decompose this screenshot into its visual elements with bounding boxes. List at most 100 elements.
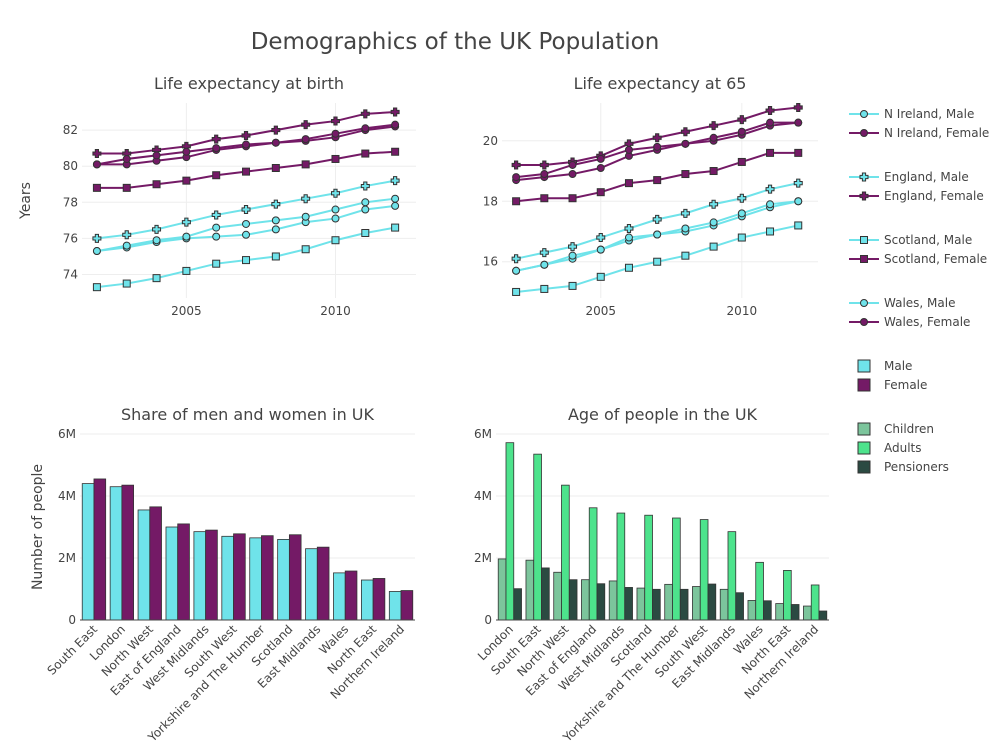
y-tick-label: 6M bbox=[58, 427, 76, 441]
chart-share-men-women: Share of men and women in UK 0 2M 4M 6M Numbe… bbox=[30, 405, 415, 745]
data-point bbox=[182, 266, 191, 275]
data-point bbox=[737, 127, 746, 136]
legend-marker bbox=[859, 191, 869, 201]
legend-bar-swatch bbox=[857, 441, 871, 455]
legend-label: England, Female bbox=[884, 189, 984, 203]
bar-male bbox=[305, 548, 318, 621]
data-point bbox=[794, 197, 803, 206]
data-point bbox=[271, 252, 280, 261]
legend-bar-swatch bbox=[857, 460, 871, 474]
bar-children bbox=[803, 605, 812, 621]
data-point bbox=[271, 216, 280, 225]
data-point bbox=[540, 194, 549, 203]
data-point bbox=[301, 245, 310, 254]
data-point bbox=[391, 120, 400, 129]
y-tick-label: 4M bbox=[474, 489, 492, 503]
bar-pensioners bbox=[790, 604, 800, 621]
bar-children bbox=[719, 588, 729, 621]
bar-adults bbox=[644, 514, 653, 621]
bar-female bbox=[93, 478, 107, 621]
y-tick-label: 2M bbox=[58, 551, 76, 565]
bar-children bbox=[525, 559, 535, 621]
data-point bbox=[624, 263, 633, 272]
data-point bbox=[361, 149, 370, 158]
data-point bbox=[152, 274, 161, 283]
legend-item-male[interactable]: Male bbox=[857, 359, 912, 373]
data-point bbox=[152, 151, 161, 160]
data-point bbox=[122, 154, 131, 163]
legend-item-scotland-male[interactable]: Scotland, Male bbox=[849, 233, 972, 247]
data-point bbox=[596, 272, 605, 281]
legend-bar-swatch bbox=[857, 378, 871, 392]
data-point bbox=[391, 223, 400, 232]
chart-life-expectancy-65: Life expectancy at 65 16 18 20 2005 2010 bbox=[483, 74, 818, 318]
y-tick-label: 76 bbox=[63, 231, 78, 245]
bar-male bbox=[333, 572, 346, 621]
legend-item-wales-female[interactable]: Wales, Female bbox=[849, 315, 970, 329]
data-point bbox=[301, 160, 310, 169]
data-point bbox=[271, 125, 281, 135]
bar-adults bbox=[672, 517, 681, 621]
legend-item-pensioners[interactable]: Pensioners bbox=[857, 460, 949, 474]
data-point bbox=[212, 223, 221, 232]
data-point bbox=[360, 181, 370, 191]
data-point bbox=[511, 160, 521, 170]
y-tick-label: 0 bbox=[68, 613, 76, 627]
legend-item-england-female[interactable]: England, Female bbox=[849, 189, 984, 203]
x-tick-label: 2010 bbox=[727, 304, 758, 318]
data-point bbox=[182, 147, 191, 156]
data-point bbox=[737, 193, 747, 203]
y-tick-label: 20 bbox=[483, 134, 498, 148]
subplot-title: Share of men and women in UK bbox=[121, 405, 375, 424]
bar-pensioners bbox=[679, 588, 689, 621]
data-point bbox=[737, 157, 746, 166]
data-point bbox=[152, 180, 161, 189]
data-point bbox=[624, 233, 633, 242]
legend-label: England, Male bbox=[884, 170, 969, 184]
y-axis-label: Number of people bbox=[30, 464, 46, 590]
data-point bbox=[596, 233, 606, 243]
data-point bbox=[681, 139, 690, 148]
bar-adults bbox=[699, 519, 709, 621]
data-point bbox=[361, 205, 370, 214]
legend-label: Scotland, Male bbox=[884, 233, 972, 247]
data-point bbox=[596, 188, 605, 197]
bar-male bbox=[388, 591, 402, 621]
data-point bbox=[361, 198, 370, 207]
bar-children bbox=[747, 600, 757, 621]
data-point bbox=[182, 176, 191, 185]
legend-item-england-male[interactable]: England, Male bbox=[849, 170, 969, 184]
legend-item-adults[interactable]: Adults bbox=[857, 441, 922, 455]
legend-item-children[interactable]: Children bbox=[857, 422, 934, 436]
legend-label: N Ireland, Male bbox=[884, 107, 974, 121]
legend-item-scotland-female[interactable]: Scotland, Female bbox=[849, 252, 987, 266]
bar-adults bbox=[727, 531, 737, 621]
legend-item-female[interactable]: Female bbox=[857, 378, 927, 392]
bar-pensioners bbox=[624, 587, 633, 621]
bar-adults bbox=[561, 484, 570, 621]
legend-marker bbox=[860, 318, 868, 326]
data-point bbox=[242, 256, 251, 265]
bar-pensioners bbox=[541, 567, 550, 621]
data-point bbox=[92, 160, 101, 169]
data-point bbox=[511, 254, 521, 264]
y-tick-label: 6M bbox=[474, 427, 492, 441]
legend-item-n-ireland-female[interactable]: N Ireland, Female bbox=[849, 126, 989, 140]
series-wales-female bbox=[512, 118, 803, 182]
legend-label: Wales, Male bbox=[884, 296, 955, 310]
legend-item-n-ireland-male[interactable]: N Ireland, Male bbox=[849, 107, 974, 121]
data-point bbox=[596, 154, 605, 163]
data-point bbox=[391, 201, 400, 210]
y-tick-label: 2M bbox=[474, 551, 492, 565]
legend-item-wales-male[interactable]: Wales, Male bbox=[849, 296, 955, 310]
y-axis-label: Years bbox=[18, 182, 34, 220]
bar-adults bbox=[810, 584, 820, 621]
data-point bbox=[242, 167, 251, 176]
data-point bbox=[390, 176, 400, 186]
data-point bbox=[765, 106, 775, 116]
data-point bbox=[152, 236, 161, 245]
data-point bbox=[331, 214, 340, 223]
bar-pensioners bbox=[735, 592, 744, 621]
legend-bar-swatch bbox=[857, 359, 871, 373]
data-point bbox=[766, 148, 775, 157]
